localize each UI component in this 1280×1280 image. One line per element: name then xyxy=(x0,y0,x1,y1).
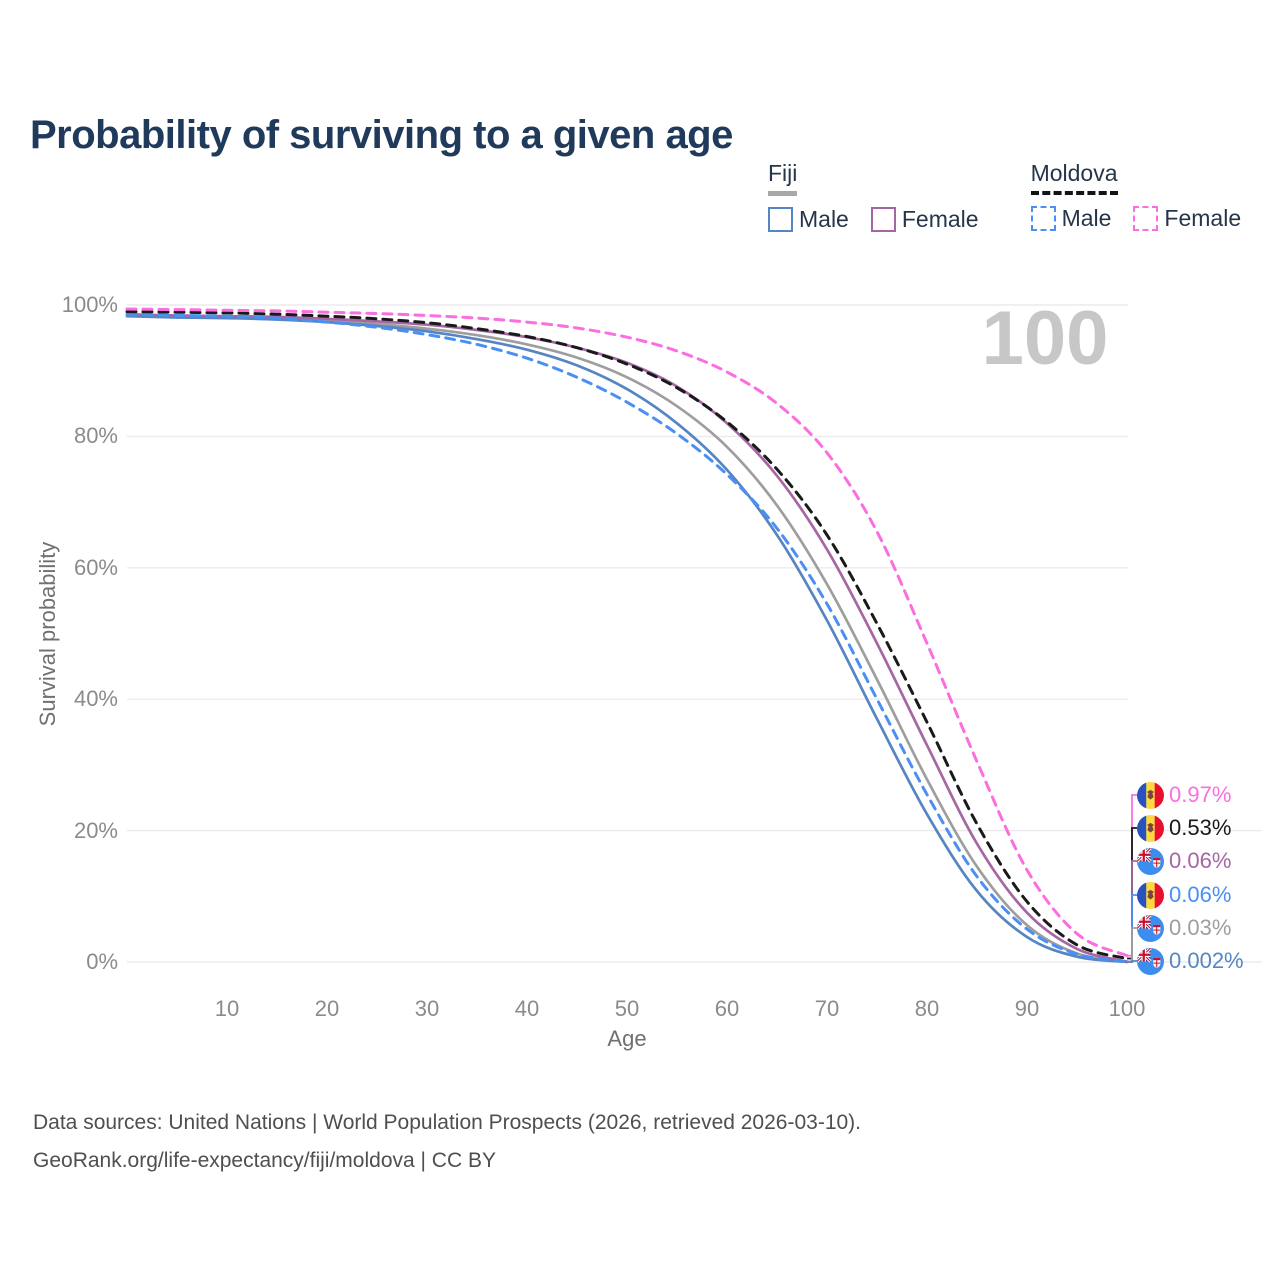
legend-item-moldova-male[interactable]: Male xyxy=(1030,205,1112,232)
end-label-moldova-3[interactable]: 0.06% xyxy=(1137,881,1231,909)
x-tick-60: 60 xyxy=(714,996,740,1021)
legend: Fiji Male Female Moldova Male xyxy=(768,160,1241,233)
footer-sources: Data sources: United Nations | World Pop… xyxy=(33,1111,862,1134)
legend-item-label: Female xyxy=(901,206,979,232)
y-tick-80: 80% xyxy=(73,423,118,448)
end-label-value: 0.002% xyxy=(1169,948,1244,973)
legend-swatch-icon xyxy=(1133,206,1159,231)
moldova-flag-icon xyxy=(1137,881,1164,909)
legend-item-fiji-male[interactable]: Male xyxy=(768,206,849,233)
series-moldova-male[interactable] xyxy=(125,312,1129,964)
end-label-fiji-5[interactable]: 0.002% xyxy=(1137,947,1244,975)
end-label-moldova-1[interactable]: 0.53% xyxy=(1137,814,1231,842)
legend-group-moldova: Moldova Male Female xyxy=(1030,160,1241,233)
x-tick-100: 100 xyxy=(1108,996,1146,1021)
end-label-value: 0.06% xyxy=(1169,882,1232,907)
legend-item-label: Male xyxy=(1061,205,1112,231)
x-tick-90: 90 xyxy=(1014,996,1040,1021)
legend-swatch-icon xyxy=(870,207,896,232)
page-title: Probability of surviving to a given age xyxy=(30,112,733,157)
series-moldova-female[interactable] xyxy=(125,307,1129,958)
fiji-flag-icon xyxy=(1137,947,1164,975)
x-axis-title: Age xyxy=(607,1026,647,1051)
end-label-fiji-4[interactable]: 0.03% xyxy=(1137,914,1231,942)
footer-attribution: GeoRank.org/life-expectancy/fiji/moldova… xyxy=(33,1149,496,1172)
end-label-value: 0.03% xyxy=(1169,915,1232,940)
legend-country-moldova: Moldova xyxy=(1030,160,1118,195)
legend-item-moldova-female[interactable]: Female xyxy=(1133,205,1241,232)
x-tick-50: 50 xyxy=(614,996,640,1021)
x-tick-80: 80 xyxy=(914,996,940,1021)
connector-fiji-male xyxy=(1127,960,1137,963)
end-label-value: 0.06% xyxy=(1169,848,1232,873)
end-label-moldova-0[interactable]: 0.97% xyxy=(1137,781,1231,809)
legend-item-label: Female xyxy=(1164,205,1242,231)
legend-country-fiji: Fiji xyxy=(768,160,798,196)
series-moldova-total[interactable] xyxy=(125,310,1129,960)
x-tick-10: 10 xyxy=(214,996,240,1021)
legend-swatch-icon xyxy=(1030,206,1056,231)
y-tick-20: 20% xyxy=(73,818,118,843)
legend-item-label: Male xyxy=(799,206,849,232)
moldova-flag-icon xyxy=(1137,814,1164,842)
x-tick-30: 30 xyxy=(414,996,440,1021)
y-axis-title: Survival probability xyxy=(35,541,60,727)
end-label-fiji-2[interactable]: 0.06% xyxy=(1137,847,1231,875)
y-tick-0: 0% xyxy=(86,949,118,974)
legend-group-fiji: Fiji Male Female xyxy=(768,160,979,233)
end-label-value: 0.53% xyxy=(1169,815,1232,840)
series-fiji-total[interactable] xyxy=(125,313,1129,964)
fiji-flag-icon xyxy=(1137,914,1164,942)
moldova-flag-icon xyxy=(1137,781,1164,809)
legend-item-fiji-female[interactable]: Female xyxy=(870,206,979,233)
end-label-value: 0.97% xyxy=(1169,782,1232,807)
x-tick-70: 70 xyxy=(814,996,840,1021)
x-tick-40: 40 xyxy=(514,996,540,1021)
fiji-flag-icon xyxy=(1137,847,1164,875)
y-tick-40: 40% xyxy=(73,686,118,711)
connector-fiji-total xyxy=(1127,927,1137,963)
y-tick-100: 100% xyxy=(61,292,118,317)
footer: Data sources: United Nations | World Pop… xyxy=(33,1104,861,1180)
x-tick-20: 20 xyxy=(314,996,340,1021)
legend-swatch-icon xyxy=(768,207,793,232)
y-tick-60: 60% xyxy=(73,555,118,580)
age-watermark: 100 xyxy=(975,297,1115,381)
